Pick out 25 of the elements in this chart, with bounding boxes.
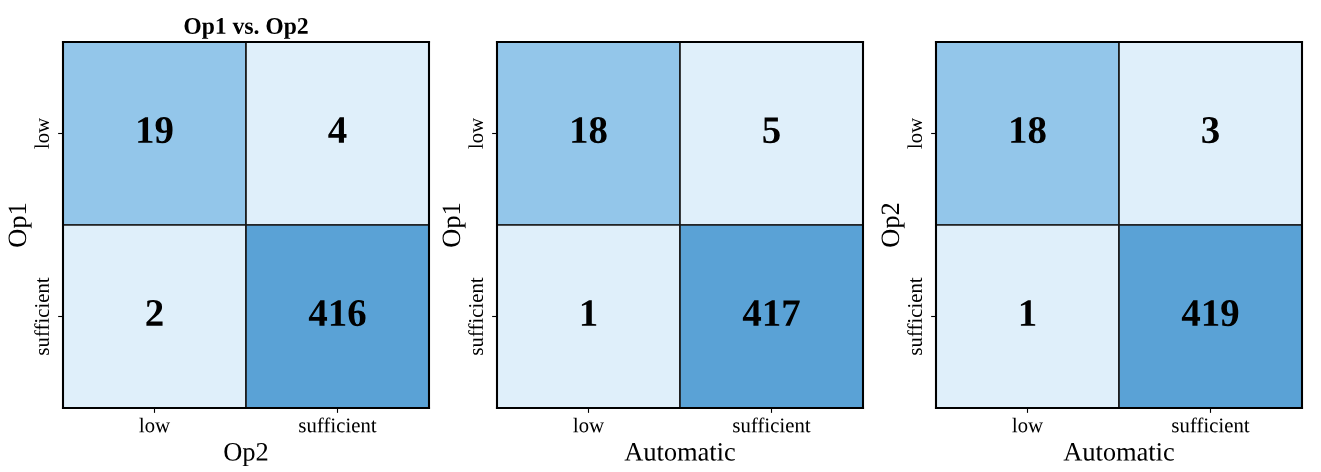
data-label: 18 [572,116,607,144]
x-tick-label: low [139,417,171,433]
x-tick-label: sufficient [1172,417,1250,433]
data-label: 3 [1202,117,1219,144]
x-axis-title: Automatic [1063,443,1174,461]
data-label: 5 [763,117,780,144]
x-tick-label: sufficient [299,417,377,433]
y-axis-title: Op1 [8,203,32,247]
x-tick-label: low [573,417,605,433]
data-label: 2 [146,300,163,326]
data-label: 419 [1181,300,1239,327]
x-axis-title: Op2 [224,443,268,467]
x-tick-label: low [1012,417,1044,433]
data-label: 1 [581,300,597,326]
data-label: 19 [138,117,173,144]
y-axis-title: Op1 [442,203,466,247]
y-axis-title: Op2 [881,203,905,247]
chart-title: Op1 vs. Op2 [184,18,308,39]
data-label: 18 [1011,116,1046,144]
x-tick-label: sufficient [733,417,811,433]
data-label: 416 [308,300,366,327]
data-label: 1 [1020,300,1036,326]
data-label: 4 [328,117,347,143]
data-label: 417 [742,300,800,326]
x-axis-title: Automatic [624,443,735,461]
